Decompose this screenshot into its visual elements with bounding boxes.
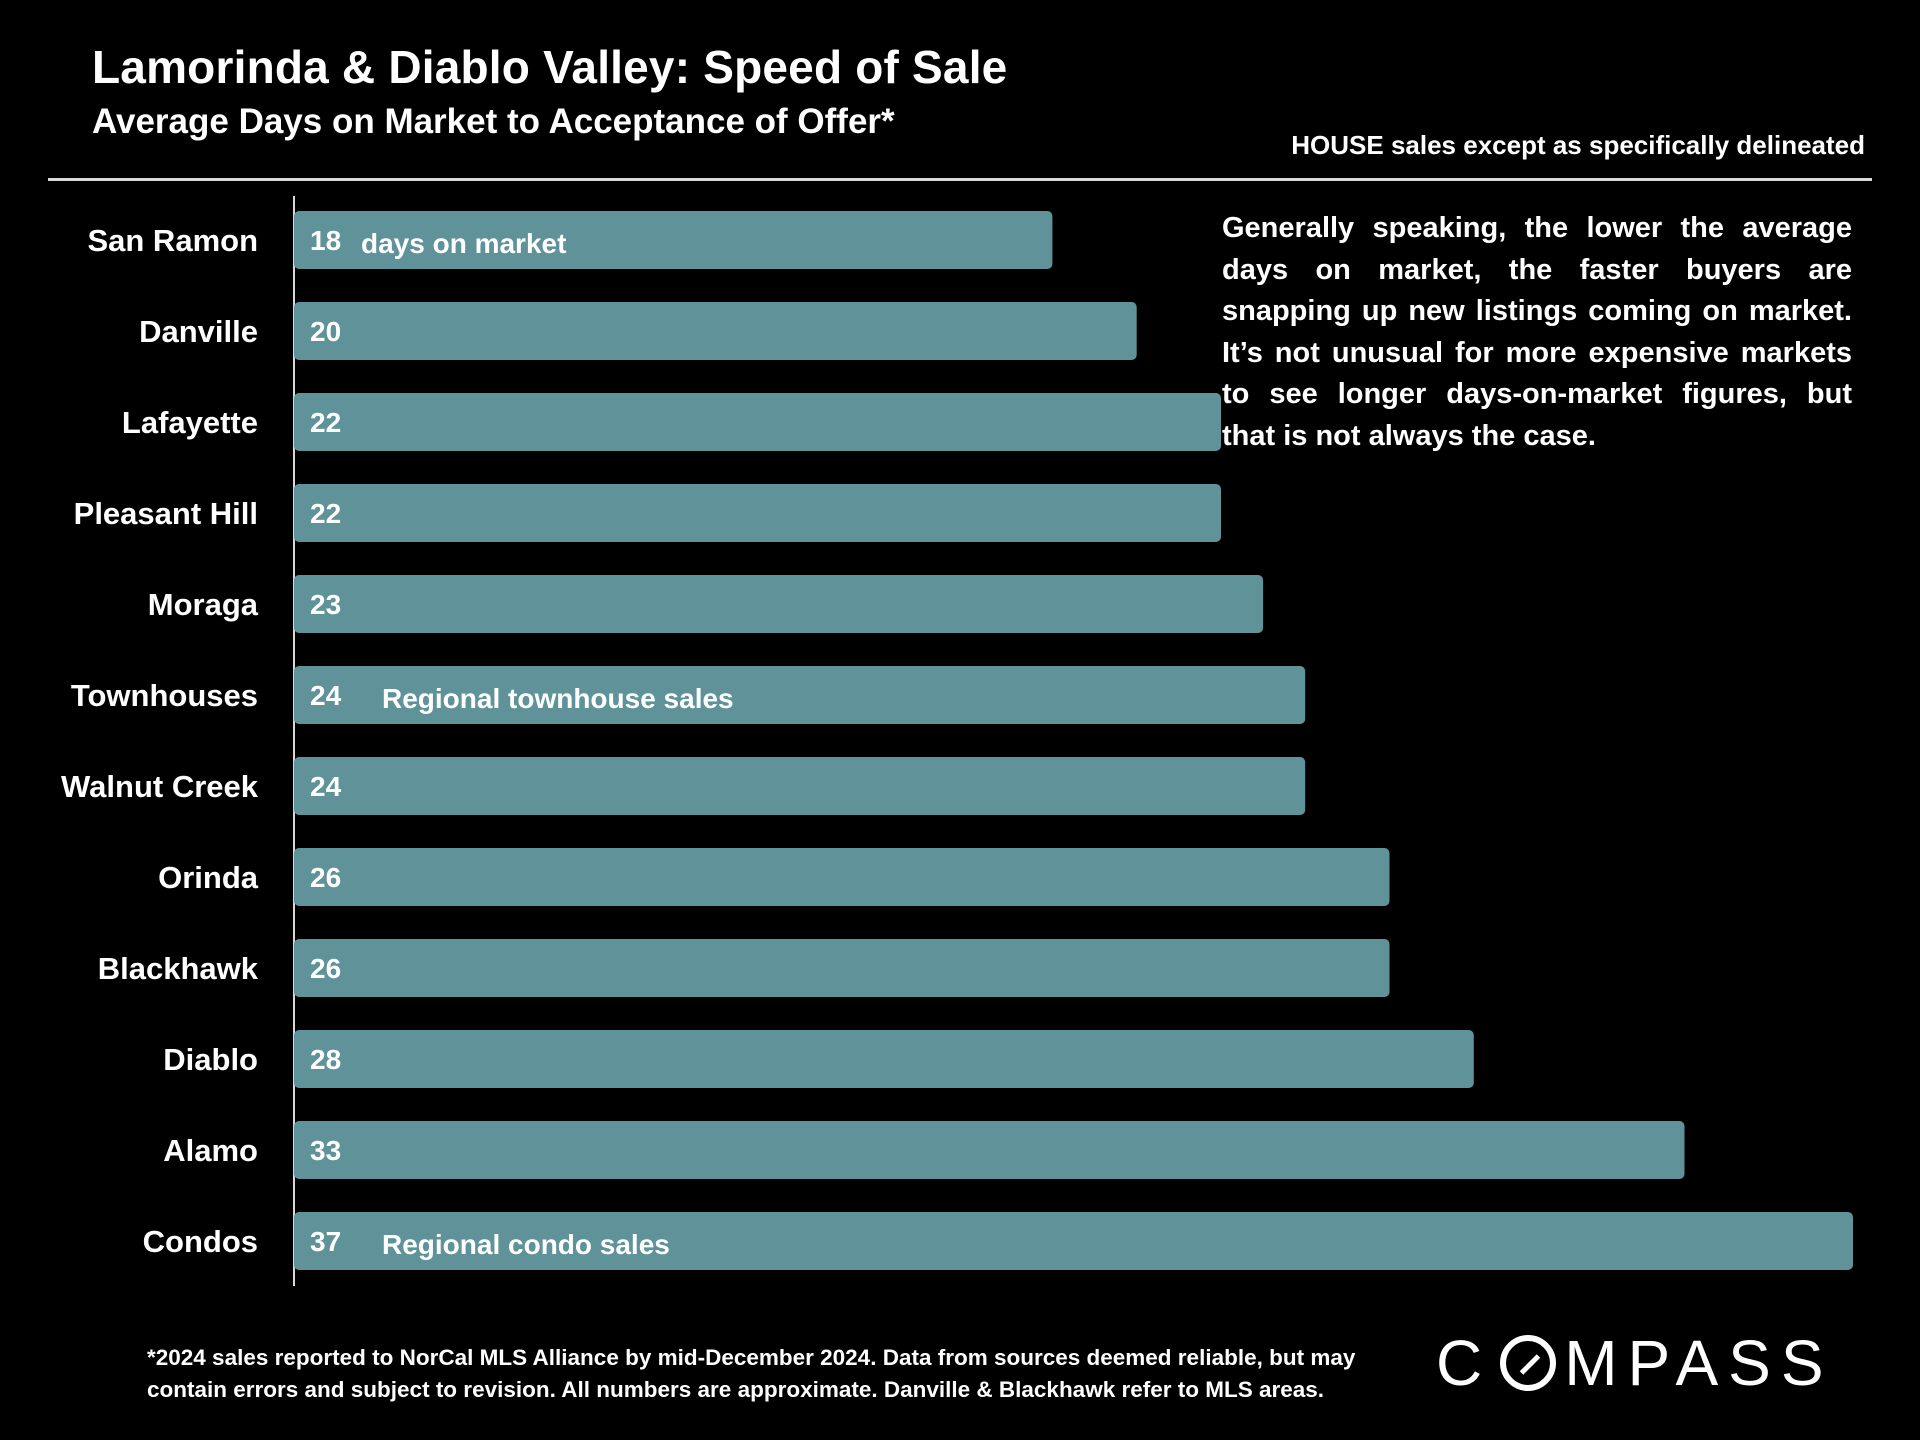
bar-san-ramon — [294, 211, 1053, 269]
data-label: 24 — [310, 680, 342, 711]
scope-note: HOUSE sales except as specifically delin… — [1291, 130, 1865, 160]
data-label: 22 — [310, 407, 341, 438]
bar-condos — [294, 1212, 1853, 1270]
category-label: Danville — [139, 314, 258, 349]
data-label: 20 — [310, 316, 341, 347]
bar-annotation: Regional townhouse sales — [382, 683, 734, 714]
bar-annotation: Regional condo sales — [382, 1229, 670, 1260]
category-label: San Ramon — [87, 223, 258, 258]
compass-logo: C MPASS — [1436, 1326, 1834, 1400]
compass-o-icon — [1500, 1335, 1557, 1391]
chart-subtitle: Average Days on Market to Acceptance of … — [92, 102, 895, 141]
data-label: 24 — [310, 771, 342, 802]
footnote-line-2: contain errors and subject to revision. … — [147, 1377, 1325, 1402]
bar-townhouses — [294, 666, 1306, 724]
category-label: Townhouses — [71, 678, 258, 713]
category-label: Moraga — [148, 587, 259, 622]
data-label: 28 — [310, 1044, 341, 1075]
category-label: Orinda — [158, 860, 259, 895]
data-label: 18 — [310, 225, 341, 256]
category-label: Condos — [143, 1224, 258, 1259]
category-label: Alamo — [163, 1133, 258, 1168]
bar-pleasant-hill — [294, 484, 1221, 542]
bar-moraga — [294, 575, 1264, 633]
data-label: 26 — [310, 862, 341, 893]
bar-annotation: days on market — [361, 228, 566, 259]
category-label: Diablo — [163, 1042, 258, 1077]
data-label: 23 — [310, 589, 341, 620]
data-label: 26 — [310, 953, 341, 984]
data-label: 22 — [310, 498, 341, 529]
bar-diablo — [294, 1030, 1474, 1088]
chart-title: Lamorinda & Diablo Valley: Speed of Sale — [92, 41, 1008, 93]
bar-lafayette — [294, 393, 1221, 451]
footnote: *2024 sales reported to NorCal MLS Allia… — [147, 1342, 1427, 1406]
category-label: Walnut Creek — [61, 769, 259, 804]
bar-orinda — [294, 848, 1390, 906]
bar-danville — [294, 302, 1137, 360]
data-label: 33 — [310, 1135, 341, 1166]
bar-blackhawk — [294, 939, 1390, 997]
bar-alamo — [294, 1121, 1685, 1179]
footnote-line-1: *2024 sales reported to NorCal MLS Allia… — [147, 1345, 1356, 1370]
logo-letters-mpass: MPASS — [1564, 1327, 1834, 1399]
header-divider — [48, 178, 1872, 181]
category-label: Pleasant Hill — [74, 496, 258, 531]
category-label: Lafayette — [122, 405, 258, 440]
bar-walnut-creek — [294, 757, 1306, 815]
logo-letter-c: C — [1436, 1327, 1493, 1399]
commentary-text: Generally speaking, the lower the averag… — [1222, 212, 1852, 452]
data-label: 37 — [310, 1226, 341, 1257]
category-label: Blackhawk — [98, 951, 259, 986]
